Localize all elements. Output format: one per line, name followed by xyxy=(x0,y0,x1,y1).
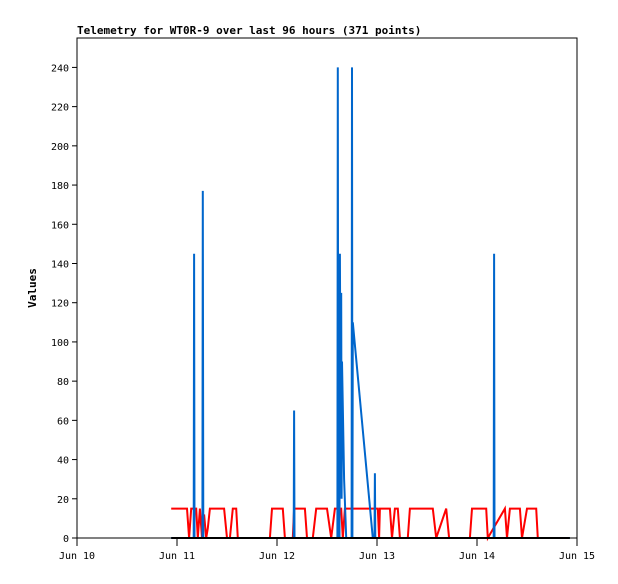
y-tick-label: 180 xyxy=(51,181,69,192)
x-tick-label: Jun 10 xyxy=(59,551,95,562)
series-line-blue xyxy=(171,67,570,539)
y-tick-label: 220 xyxy=(51,103,69,114)
series-line-red xyxy=(171,505,539,542)
chart-title: Telemetry for WT0R-9 over last 96 hours … xyxy=(77,24,421,37)
series-group xyxy=(171,67,570,542)
y-tick-label: 20 xyxy=(57,495,69,506)
y-tick-label: 240 xyxy=(51,63,69,74)
x-tick-label: Jun 12 xyxy=(259,551,295,562)
x-tick-label: Jun 14 xyxy=(459,551,495,562)
y-tick-label: 100 xyxy=(51,338,69,349)
x-axis: Jun 10 Jun 11 Jun 12 Jun 13 Jun 14 Jun 15 xyxy=(59,538,595,562)
y-tick-label: 0 xyxy=(63,534,69,545)
y-axis: 0 20 40 60 80 100 120 140 160 180 200 220 240 xyxy=(51,63,77,545)
x-tick-label: Jun 11 xyxy=(159,551,195,562)
y-tick-label: 160 xyxy=(51,220,69,231)
plot-frame xyxy=(76,37,578,539)
y-tick-label: 140 xyxy=(51,259,69,270)
y-tick-label: 200 xyxy=(51,142,69,153)
y-tick-label: 120 xyxy=(51,299,69,310)
x-tick-label: Jun 15 xyxy=(559,551,595,562)
y-tick-label: 60 xyxy=(57,416,69,427)
y-axis-label: Values xyxy=(26,268,39,308)
y-tick-label: 80 xyxy=(57,377,69,388)
x-tick-label: Jun 13 xyxy=(359,551,395,562)
y-tick-label: 40 xyxy=(57,456,69,467)
